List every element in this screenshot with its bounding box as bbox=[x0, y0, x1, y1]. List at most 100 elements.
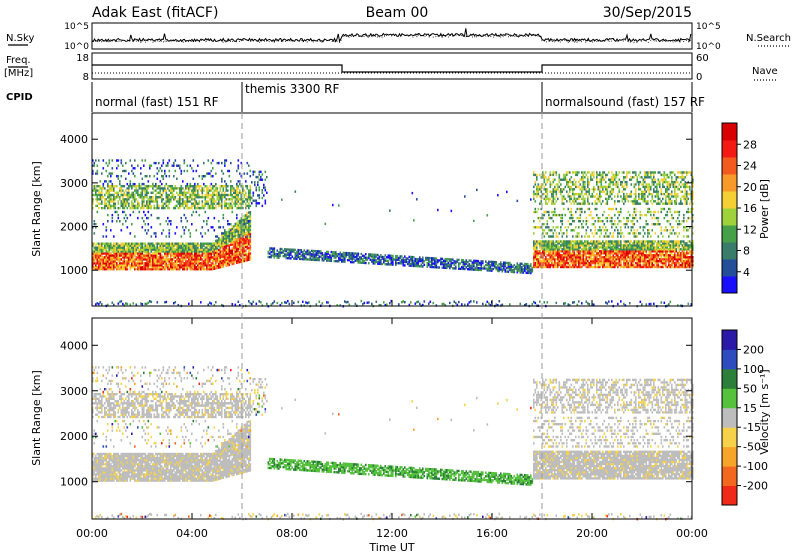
power-cell bbox=[464, 303, 466, 306]
power-cell bbox=[596, 197, 598, 201]
power-cell bbox=[588, 250, 591, 253]
power-cell bbox=[234, 196, 237, 199]
power-cell bbox=[167, 252, 169, 255]
power-cell bbox=[239, 260, 241, 264]
power-cell bbox=[404, 255, 406, 258]
power-cell bbox=[123, 242, 126, 245]
power-cell bbox=[504, 268, 507, 271]
power-cell bbox=[191, 191, 193, 194]
power-cell bbox=[459, 267, 462, 270]
power-cell bbox=[230, 257, 232, 260]
power-cell bbox=[195, 200, 198, 203]
power-cell bbox=[594, 195, 597, 198]
power-cell bbox=[222, 213, 225, 217]
power-cell bbox=[296, 255, 298, 259]
power-cell bbox=[92, 244, 94, 247]
power-cell bbox=[249, 200, 252, 203]
power-cell bbox=[141, 248, 144, 251]
power-cell bbox=[213, 257, 216, 261]
power-cell bbox=[138, 254, 141, 257]
power-cell bbox=[174, 242, 177, 245]
power-cell bbox=[189, 164, 192, 167]
power-cell bbox=[98, 256, 100, 259]
power-cell bbox=[198, 200, 201, 203]
power-cell bbox=[503, 266, 505, 270]
power-cell bbox=[480, 268, 483, 272]
power-cell bbox=[135, 303, 138, 306]
power-cell bbox=[540, 242, 543, 245]
power-cell bbox=[189, 260, 192, 263]
power-cell bbox=[123, 198, 126, 201]
power-cell bbox=[444, 264, 447, 268]
power-cell bbox=[141, 177, 144, 180]
power-cell bbox=[605, 188, 607, 191]
power-cell bbox=[369, 253, 372, 256]
power-cell bbox=[581, 242, 583, 245]
power-cell bbox=[212, 196, 214, 199]
power-cell bbox=[546, 254, 549, 257]
power-cell bbox=[293, 257, 295, 260]
power-cell bbox=[194, 264, 196, 267]
power-cell bbox=[182, 246, 184, 249]
power-cell bbox=[548, 248, 550, 251]
power-cell bbox=[113, 256, 115, 259]
power-cell bbox=[182, 242, 184, 245]
power-cell bbox=[180, 202, 183, 205]
power-cell bbox=[609, 254, 612, 257]
power-cell bbox=[351, 257, 354, 260]
power-cell bbox=[548, 252, 550, 255]
power-cell bbox=[198, 264, 201, 267]
power-cell bbox=[204, 202, 207, 205]
power-cell bbox=[155, 185, 157, 188]
power-cell bbox=[447, 263, 450, 266]
power-cell bbox=[608, 178, 610, 181]
power-cell bbox=[93, 254, 96, 257]
power-cell bbox=[365, 261, 367, 265]
power-cell bbox=[233, 244, 235, 248]
power-cell bbox=[149, 185, 151, 188]
power-cell bbox=[92, 264, 94, 267]
power-cell bbox=[116, 258, 118, 261]
power-cell bbox=[123, 254, 126, 257]
power-cell bbox=[540, 261, 543, 265]
power-cell bbox=[149, 175, 151, 178]
power-cell bbox=[221, 238, 223, 241]
power-cell bbox=[489, 303, 492, 307]
power-cell bbox=[380, 254, 382, 257]
power-cell bbox=[600, 183, 603, 186]
power-cell bbox=[335, 254, 337, 258]
power-cell bbox=[243, 257, 246, 261]
power-cell bbox=[198, 175, 201, 178]
power-cell bbox=[572, 254, 574, 257]
power-cell bbox=[546, 232, 549, 235]
power-cell bbox=[446, 258, 448, 261]
power-cell bbox=[539, 202, 541, 205]
power-cell bbox=[122, 210, 124, 214]
power-cell bbox=[101, 196, 103, 199]
power-cell bbox=[591, 252, 594, 255]
power-cell bbox=[164, 268, 166, 271]
power-cell bbox=[548, 259, 550, 263]
power-cell bbox=[249, 185, 252, 188]
power-cell bbox=[519, 264, 522, 267]
power-cell bbox=[602, 265, 604, 269]
power-cell bbox=[527, 264, 529, 268]
power-cell bbox=[141, 250, 144, 253]
power-cell bbox=[210, 226, 213, 229]
power-cell bbox=[122, 246, 124, 249]
power-cell bbox=[600, 176, 603, 179]
power-cell bbox=[116, 250, 118, 253]
power-cell bbox=[447, 261, 450, 264]
power-cell bbox=[533, 226, 535, 229]
power-cell bbox=[611, 226, 613, 229]
power-cell bbox=[116, 266, 118, 269]
power-cell bbox=[584, 263, 586, 267]
power-cell bbox=[104, 242, 106, 245]
power-cell bbox=[236, 259, 238, 263]
power-cell bbox=[599, 226, 601, 229]
power-cell bbox=[543, 301, 546, 304]
power-cell bbox=[188, 264, 190, 267]
power-cell bbox=[530, 268, 532, 271]
power-cell bbox=[462, 267, 465, 271]
